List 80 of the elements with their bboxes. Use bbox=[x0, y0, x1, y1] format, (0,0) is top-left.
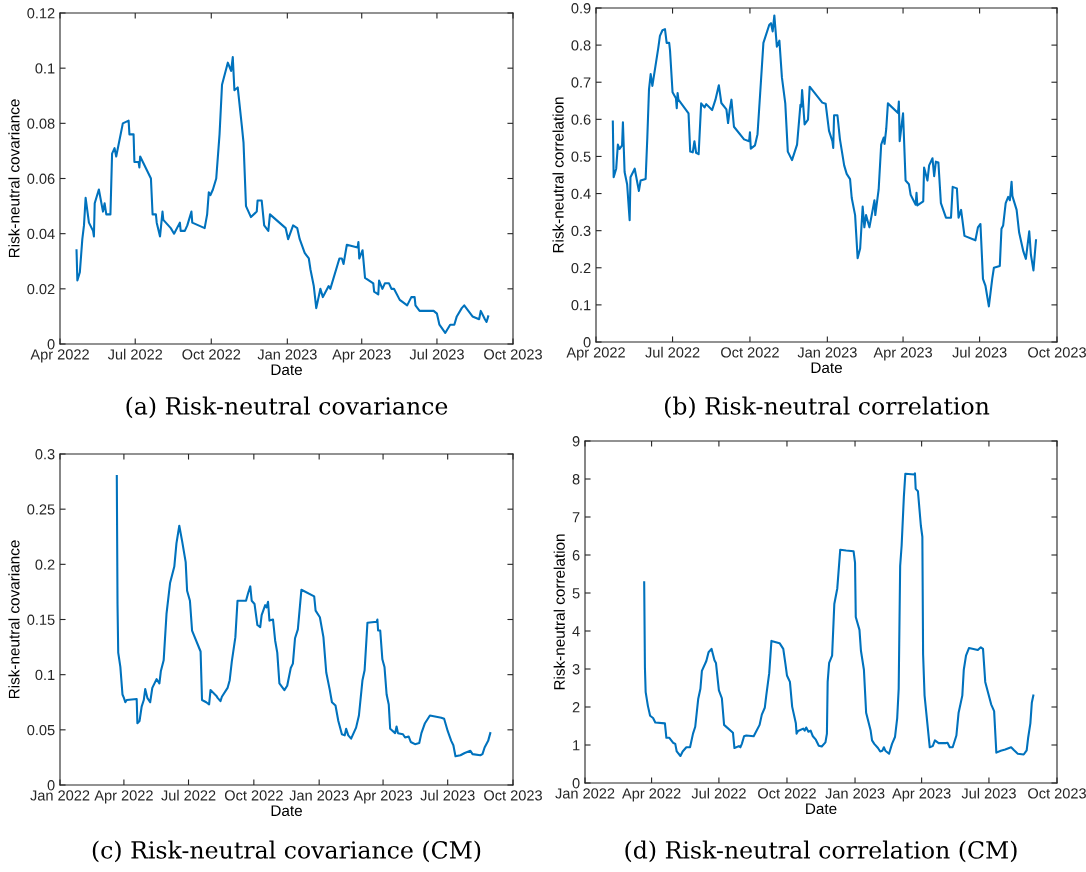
y-tick-label: 0.1 bbox=[35, 669, 55, 681]
y-tick-label: 0.9 bbox=[571, 3, 591, 14]
y-tick-label: 0.25 bbox=[27, 504, 55, 515]
y-tick-label: 2 bbox=[572, 702, 580, 713]
y-tick-label: 7 bbox=[572, 512, 580, 523]
x-tick-label: Oct 2023 bbox=[1028, 347, 1086, 358]
x-tick-label: Jan 2023 bbox=[825, 788, 885, 799]
x-tick-label: Oct 2022 bbox=[182, 349, 241, 360]
y-tick-label: 0.1 bbox=[571, 299, 591, 311]
x-tick-label: Jan 2022 bbox=[30, 790, 90, 801]
y-tick-label: 0.06 bbox=[27, 173, 55, 184]
y-tick-label: 0.05 bbox=[27, 724, 55, 736]
y-axis-title: Risk-neutral correlation bbox=[552, 97, 564, 253]
x-tick-label: Oct 2022 bbox=[721, 347, 779, 358]
x-tick-label: Apr 2022 bbox=[30, 349, 89, 363]
y-tick-label: 0.7 bbox=[571, 77, 591, 88]
y-tick-label: 0.08 bbox=[27, 118, 55, 129]
line-series bbox=[75, 56, 490, 335]
y-tick-label: 0.1 bbox=[35, 63, 55, 74]
y-tick-label: 0 bbox=[583, 337, 591, 348]
y-tick-label: 1 bbox=[573, 740, 580, 751]
x-tick-label: Oct 2023 bbox=[484, 349, 542, 360]
y-tick-label: 8 bbox=[572, 474, 580, 485]
x-tick-label: Jul 2022 bbox=[161, 789, 216, 801]
y-tick-label: 0.02 bbox=[27, 283, 55, 295]
x-tick-label: Apr 2022 bbox=[94, 790, 153, 804]
x-tick-label: Jul 2023 bbox=[420, 789, 475, 801]
x-tick-label: Jul 2023 bbox=[409, 348, 464, 360]
y-tick-label: 0.15 bbox=[27, 614, 55, 625]
x-tick-label: Oct 2023 bbox=[484, 790, 542, 801]
x-tick-label: Jul 2022 bbox=[645, 346, 700, 358]
y-tick-label: 6 bbox=[572, 550, 580, 561]
x-axis-title: Date bbox=[271, 805, 302, 817]
x-axis-title: Date bbox=[806, 803, 837, 815]
x-tick-label: Jan 2023 bbox=[289, 790, 349, 801]
x-tick-label: Jan 2022 bbox=[555, 788, 615, 799]
text: (d) Risk-neutral correlation (CM) bbox=[625, 840, 1017, 863]
y-tick-label: 0.8 bbox=[571, 40, 591, 51]
y-tick-label: 0.12 bbox=[27, 8, 55, 19]
y-axis-title: Risk-neutral covariance bbox=[8, 540, 20, 699]
x-tick-label: Jul 2022 bbox=[107, 348, 163, 360]
y-axis-title: Risk-neutral correlation bbox=[553, 534, 565, 690]
line-series bbox=[643, 472, 1035, 758]
x-tick-label: Jan 2023 bbox=[257, 349, 317, 360]
y-tick-label: 5 bbox=[572, 588, 580, 599]
y-tick-label: 0.5 bbox=[571, 151, 591, 162]
x-tick-label: Apr 2022 bbox=[566, 347, 625, 361]
x-tick-label: Oct 2022 bbox=[224, 790, 283, 801]
x-tick-label: Jul 2022 bbox=[691, 787, 746, 799]
y-tick-label: 0.3 bbox=[571, 225, 591, 237]
y-tick-label: 4 bbox=[572, 626, 580, 637]
y-tick-label: 9 bbox=[572, 436, 580, 447]
text: (b) Risk-neutral correlation bbox=[665, 396, 990, 419]
x-tick-label: Apr 2023 bbox=[873, 347, 933, 361]
x-tick-label: Apr 2023 bbox=[332, 349, 391, 363]
x-tick-label: Apr 2022 bbox=[622, 788, 681, 802]
x-tick-label: Jul 2023 bbox=[952, 346, 1007, 358]
x-tick-label: Oct 2023 bbox=[1028, 788, 1086, 799]
y-tick-label: 0.4 bbox=[571, 188, 591, 199]
y-axis-title: Risk-neutral covariance bbox=[8, 99, 20, 258]
x-tick-label: Apr 2023 bbox=[353, 790, 413, 804]
text: (a) Risk-neutral covariance bbox=[126, 396, 448, 419]
y-tick-label: 0.2 bbox=[35, 559, 55, 570]
y-tick-label: 0.2 bbox=[571, 262, 591, 274]
x-axis-title: Date bbox=[811, 362, 842, 374]
text: (c) Risk-neutral covariance (CM) bbox=[92, 840, 481, 863]
line-series bbox=[115, 475, 492, 758]
y-tick-label: 0 bbox=[572, 778, 580, 789]
y-tick-label: 0.6 bbox=[571, 114, 591, 125]
x-tick-label: Jul 2023 bbox=[961, 787, 1016, 799]
y-tick-label: 0 bbox=[47, 339, 55, 350]
y-tick-label: 0.04 bbox=[27, 228, 55, 240]
x-tick-label: Jan 2023 bbox=[797, 347, 857, 358]
y-tick-label: 0.3 bbox=[35, 449, 55, 460]
x-axis-title: Date bbox=[271, 364, 302, 376]
y-tick-label: 0 bbox=[47, 780, 55, 791]
line-series bbox=[611, 14, 1038, 308]
x-tick-label: Oct 2022 bbox=[758, 788, 816, 799]
x-tick-label: Apr 2023 bbox=[892, 788, 951, 802]
y-tick-label: 3 bbox=[572, 664, 580, 675]
